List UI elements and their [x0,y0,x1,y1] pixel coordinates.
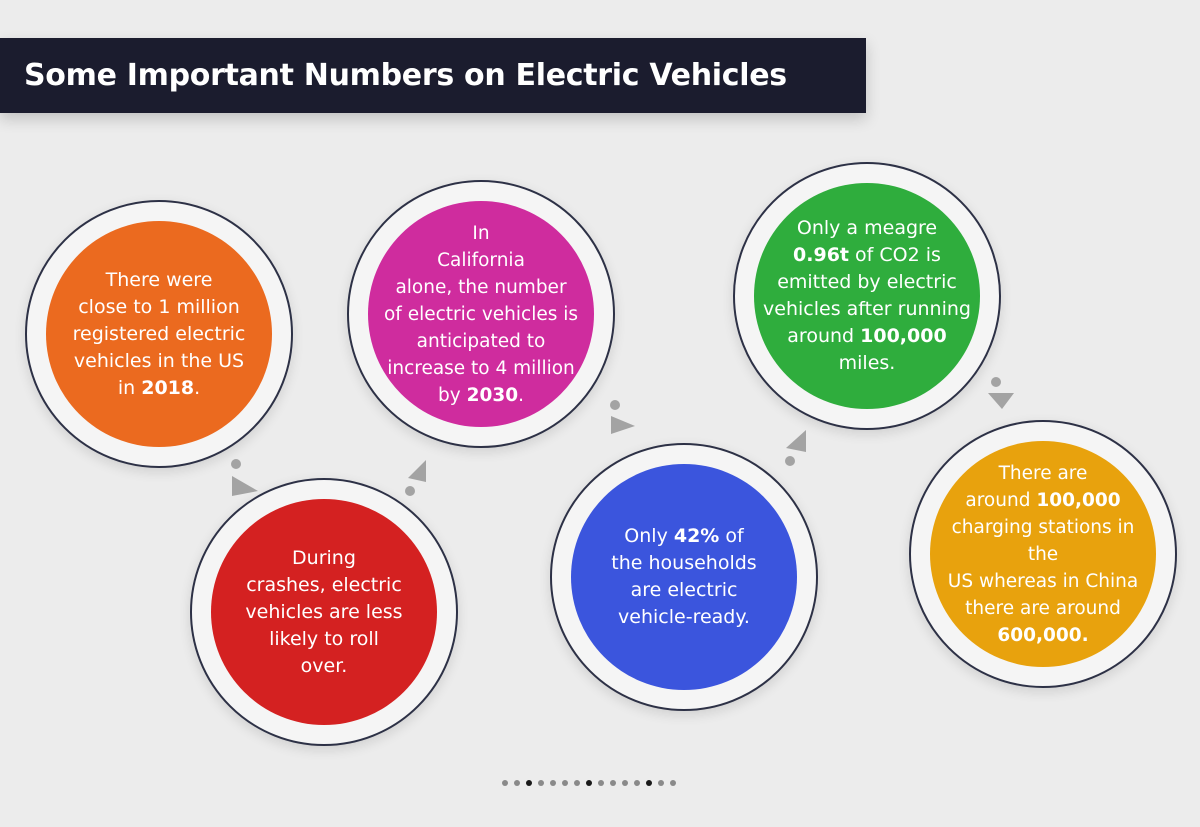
pagination-dot[interactable] [670,780,676,786]
connector-up-arrow-icon [405,460,426,496]
fact-paragraph: During crashes, electric vehicles are less… [245,545,402,680]
highlight-number: 2018 [141,376,195,399]
fact-text: There are around 100,000 charging stations… [930,441,1156,667]
fact-text-segment: crashes, electric [246,573,402,596]
fact-text-segment: There are [998,462,1088,484]
fact-text-segment: the households [611,552,757,574]
fact-text-segment: close to 1 million [78,295,240,318]
page-title: Some Important Numbers on Electric Vehic… [24,58,787,93]
fact-paragraph: There were close to 1 million registered e… [73,267,246,402]
pagination-dot[interactable] [514,780,520,786]
pagination-dot[interactable] [502,780,508,786]
fact-text: There were close to 1 million registered e… [46,221,272,447]
pagination-dot[interactable] [586,780,592,786]
fact-text-segment: around [965,489,1037,511]
fact-text-segment: vehicles are less [245,600,403,623]
fact-text-segment: vehicles after running [763,298,971,320]
fact-text-segment: anticipated to [416,330,546,352]
fact-text-segment: vehicle-ready. [618,606,750,628]
fact-text-segment: In [472,222,490,244]
fact-paragraph: In California alone, the number of electric… [384,220,578,409]
pagination-dot[interactable] [574,780,580,786]
fact-text-segment: miles. [838,352,896,374]
fact-text-segment: During [292,546,356,569]
fact-text-segment: registered electric [72,322,246,345]
fact-text: In California alone, the number of electric… [368,201,594,427]
connector-down-arrow-icon [988,377,1014,409]
fact-text: Only 42% of the households are electric veh… [571,464,797,690]
fact-text-segment: California [437,249,525,271]
fact-text-segment: likely to roll [269,627,379,650]
pagination-dot[interactable] [610,780,616,786]
fact-text-segment: of electric vehicles is [383,303,579,325]
pagination-dot[interactable] [646,780,652,786]
connector-up-arrow-icon [785,430,806,466]
highlight-number: 100,000 [860,325,947,347]
pagination-dot[interactable] [550,780,556,786]
fact-text-segment: there are around [965,597,1121,619]
fact-text-segment: There were [105,268,213,291]
fact-paragraph: Only a meagre 0.96t of CO2 is emitted by e… [763,215,971,377]
connector-down-arrow-icon [610,400,635,434]
fact-paragraph: There are around 100,000 charging stations… [934,460,1152,649]
fact-text-segment: Only [624,525,674,547]
title-banner: Some Important Numbers on Electric Vehic… [0,38,866,113]
fact-paragraph: Only 42% of the households are electric veh… [611,523,756,631]
fact-text-segment: US whereas in China [947,570,1139,592]
pagination-dot[interactable] [622,780,628,786]
pagination-dot[interactable] [538,780,544,786]
fact-text-segment: increase to 4 million [387,357,575,379]
fact-text-segment: around [787,325,861,347]
fact-text-segment: of CO2 is [849,244,941,266]
fact-text-segment: of [719,525,744,547]
pagination-dot[interactable] [526,780,532,786]
highlight-number: 0.96t [793,244,850,266]
fact-text-segment: in [117,376,142,399]
connector-down-arrow-icon [231,459,258,496]
pagination-dot[interactable] [634,780,640,786]
fact-text: During crashes, electric vehicles are less… [211,499,437,725]
fact-text-segment: . [518,384,524,406]
highlight-number: 100,000 [1036,489,1121,511]
fact-text-segment: emitted by electric [777,271,957,293]
pagination-dot[interactable] [562,780,568,786]
highlight-number: 2030 [466,384,519,406]
fact-text-segment: Only a meagre [796,217,938,239]
fact-text-segment: alone, the number [395,276,567,298]
highlight-number: 600,000. [997,624,1089,646]
pagination-dot[interactable] [598,780,604,786]
fact-text: Only a meagre 0.96t of CO2 is emitted by e… [754,183,980,409]
fact-text-segment: by [438,384,467,406]
fact-text-segment: charging stations in the [951,516,1135,565]
fact-text-segment: vehicles in the US [73,349,245,372]
fact-text-segment: . [194,376,201,399]
fact-text-segment: are electric [630,579,738,601]
pagination-dots [502,780,676,790]
fact-text-segment: over. [300,654,348,677]
highlight-number: 42% [673,525,720,547]
pagination-dot[interactable] [658,780,664,786]
